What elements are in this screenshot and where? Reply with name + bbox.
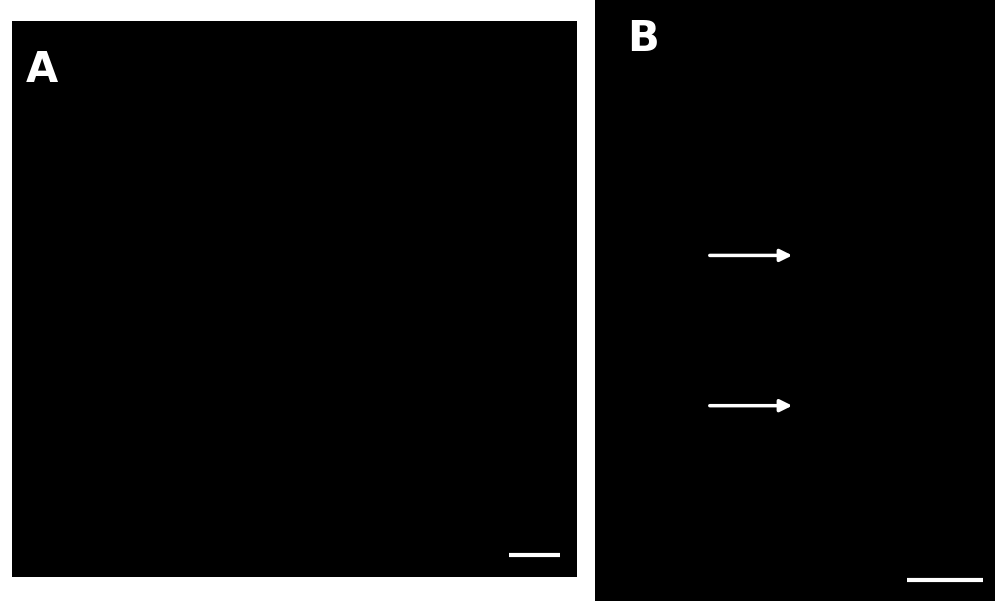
Text: A: A xyxy=(26,49,58,91)
Text: B: B xyxy=(627,18,659,60)
